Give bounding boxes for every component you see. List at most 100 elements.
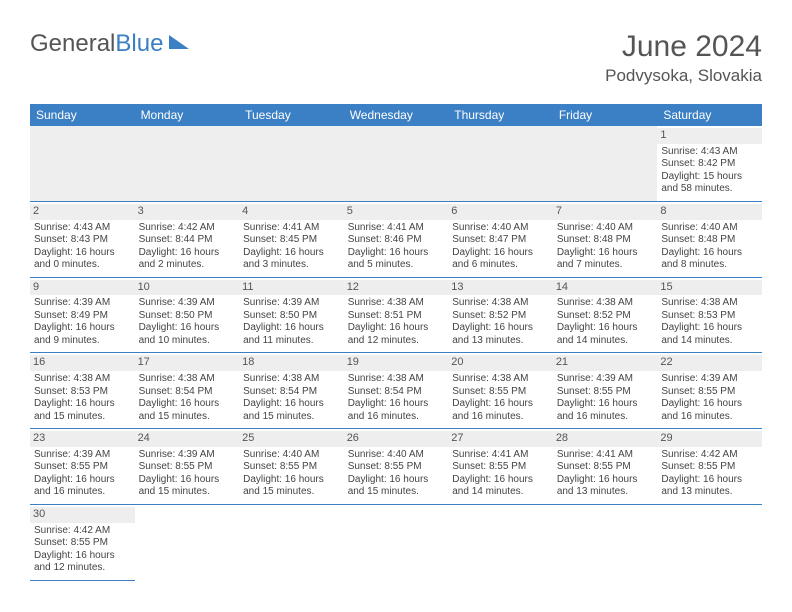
sunset-line: Sunset: 8:54 PM <box>139 386 236 399</box>
sunset-line: Sunset: 8:55 PM <box>661 461 758 474</box>
sunrise-line: Sunrise: 4:38 AM <box>243 373 340 386</box>
weekday-header: Friday <box>553 104 658 126</box>
daylight-line-2: and 14 minutes. <box>452 486 549 499</box>
sunrise-line: Sunrise: 4:39 AM <box>661 373 758 386</box>
calendar-cell <box>239 504 344 580</box>
day-number: 9 <box>30 280 135 296</box>
sunrise-line: Sunrise: 4:39 AM <box>139 297 236 310</box>
daylight-line-2: and 12 minutes. <box>34 562 131 575</box>
calendar-cell: 24Sunrise: 4:39 AMSunset: 8:55 PMDayligh… <box>135 429 240 505</box>
daylight-line-1: Daylight: 16 hours <box>243 247 340 260</box>
sunrise-line: Sunrise: 4:39 AM <box>34 297 131 310</box>
daylight-line-2: and 16 minutes. <box>661 411 758 424</box>
calendar-cell: 14Sunrise: 4:38 AMSunset: 8:52 PMDayligh… <box>553 277 658 353</box>
daylight-line-1: Daylight: 16 hours <box>139 398 236 411</box>
day-number: 23 <box>30 431 135 447</box>
sunrise-line: Sunrise: 4:40 AM <box>452 222 549 235</box>
day-number: 20 <box>448 355 553 371</box>
sunset-line: Sunset: 8:54 PM <box>243 386 340 399</box>
calendar-cell <box>553 504 658 580</box>
daylight-line-1: Daylight: 16 hours <box>452 322 549 335</box>
sunset-line: Sunset: 8:55 PM <box>34 461 131 474</box>
sunset-line: Sunset: 8:48 PM <box>661 234 758 247</box>
brand-logo: GeneralBlue <box>30 30 189 58</box>
calendar-cell: 22Sunrise: 4:39 AMSunset: 8:55 PMDayligh… <box>657 353 762 429</box>
daylight-line-1: Daylight: 16 hours <box>34 398 131 411</box>
daylight-line-2: and 13 minutes. <box>452 335 549 348</box>
calendar-cell <box>344 126 449 201</box>
calendar-cell: 12Sunrise: 4:38 AMSunset: 8:51 PMDayligh… <box>344 277 449 353</box>
calendar-cell: 21Sunrise: 4:39 AMSunset: 8:55 PMDayligh… <box>553 353 658 429</box>
sunrise-line: Sunrise: 4:39 AM <box>139 449 236 462</box>
daylight-line-1: Daylight: 16 hours <box>348 398 445 411</box>
calendar-cell: 2Sunrise: 4:43 AMSunset: 8:43 PMDaylight… <box>30 201 135 277</box>
sunrise-line: Sunrise: 4:41 AM <box>348 222 445 235</box>
day-number: 19 <box>344 355 449 371</box>
sunrise-line: Sunrise: 4:38 AM <box>348 373 445 386</box>
calendar-cell <box>344 504 449 580</box>
day-number: 12 <box>344 280 449 296</box>
header: GeneralBlue June 2024 Podvysoka, Slovaki… <box>30 30 762 86</box>
daylight-line-1: Daylight: 15 hours <box>661 171 758 184</box>
sunrise-line: Sunrise: 4:40 AM <box>557 222 654 235</box>
daylight-line-2: and 16 minutes. <box>34 486 131 499</box>
day-number: 2 <box>30 204 135 220</box>
daylight-line-1: Daylight: 16 hours <box>557 247 654 260</box>
calendar-cell: 9Sunrise: 4:39 AMSunset: 8:49 PMDaylight… <box>30 277 135 353</box>
sunrise-line: Sunrise: 4:42 AM <box>139 222 236 235</box>
sunset-line: Sunset: 8:50 PM <box>139 310 236 323</box>
calendar-cell <box>657 504 762 580</box>
daylight-line-2: and 13 minutes. <box>557 486 654 499</box>
sunrise-line: Sunrise: 4:43 AM <box>661 146 758 159</box>
daylight-line-2: and 15 minutes. <box>34 411 131 424</box>
daylight-line-1: Daylight: 16 hours <box>452 474 549 487</box>
daylight-line-2: and 15 minutes. <box>139 486 236 499</box>
daylight-line-2: and 2 minutes. <box>139 259 236 272</box>
calendar-cell: 19Sunrise: 4:38 AMSunset: 8:54 PMDayligh… <box>344 353 449 429</box>
sunrise-line: Sunrise: 4:38 AM <box>557 297 654 310</box>
daylight-line-1: Daylight: 16 hours <box>243 398 340 411</box>
daylight-line-2: and 8 minutes. <box>661 259 758 272</box>
daylight-line-2: and 5 minutes. <box>348 259 445 272</box>
calendar-cell: 3Sunrise: 4:42 AMSunset: 8:44 PMDaylight… <box>135 201 240 277</box>
calendar-header-row: SundayMondayTuesdayWednesdayThursdayFrid… <box>30 104 762 126</box>
sunset-line: Sunset: 8:53 PM <box>34 386 131 399</box>
daylight-line-2: and 14 minutes. <box>557 335 654 348</box>
daylight-line-1: Daylight: 16 hours <box>661 247 758 260</box>
day-number: 1 <box>657 128 762 144</box>
calendar-cell: 25Sunrise: 4:40 AMSunset: 8:55 PMDayligh… <box>239 429 344 505</box>
day-number: 5 <box>344 204 449 220</box>
weekday-header: Saturday <box>657 104 762 126</box>
daylight-line-2: and 15 minutes. <box>243 486 340 499</box>
sunset-line: Sunset: 8:55 PM <box>452 461 549 474</box>
day-number: 30 <box>30 507 135 523</box>
location-text: Podvysoka, Slovakia <box>605 66 762 86</box>
daylight-line-2: and 6 minutes. <box>452 259 549 272</box>
calendar-cell: 1Sunrise: 4:43 AMSunset: 8:42 PMDaylight… <box>657 126 762 201</box>
sunrise-line: Sunrise: 4:40 AM <box>243 449 340 462</box>
sunrise-line: Sunrise: 4:38 AM <box>452 373 549 386</box>
day-number: 10 <box>135 280 240 296</box>
day-number: 13 <box>448 280 553 296</box>
calendar-cell: 11Sunrise: 4:39 AMSunset: 8:50 PMDayligh… <box>239 277 344 353</box>
calendar-cell: 10Sunrise: 4:39 AMSunset: 8:50 PMDayligh… <box>135 277 240 353</box>
day-number: 27 <box>448 431 553 447</box>
calendar-cell: 8Sunrise: 4:40 AMSunset: 8:48 PMDaylight… <box>657 201 762 277</box>
daylight-line-2: and 15 minutes. <box>348 486 445 499</box>
weekday-header: Wednesday <box>344 104 449 126</box>
sunset-line: Sunset: 8:53 PM <box>661 310 758 323</box>
month-title: June 2024 <box>605 30 762 64</box>
day-number: 8 <box>657 204 762 220</box>
calendar-cell: 6Sunrise: 4:40 AMSunset: 8:47 PMDaylight… <box>448 201 553 277</box>
calendar-cell: 23Sunrise: 4:39 AMSunset: 8:55 PMDayligh… <box>30 429 135 505</box>
calendar-cell: 7Sunrise: 4:40 AMSunset: 8:48 PMDaylight… <box>553 201 658 277</box>
calendar-cell: 13Sunrise: 4:38 AMSunset: 8:52 PMDayligh… <box>448 277 553 353</box>
calendar-row: 16Sunrise: 4:38 AMSunset: 8:53 PMDayligh… <box>30 353 762 429</box>
calendar-cell: 29Sunrise: 4:42 AMSunset: 8:55 PMDayligh… <box>657 429 762 505</box>
calendar-cell <box>239 126 344 201</box>
sunrise-line: Sunrise: 4:43 AM <box>34 222 131 235</box>
calendar-cell <box>448 126 553 201</box>
weekday-header: Monday <box>135 104 240 126</box>
daylight-line-1: Daylight: 16 hours <box>452 247 549 260</box>
sunrise-line: Sunrise: 4:41 AM <box>243 222 340 235</box>
